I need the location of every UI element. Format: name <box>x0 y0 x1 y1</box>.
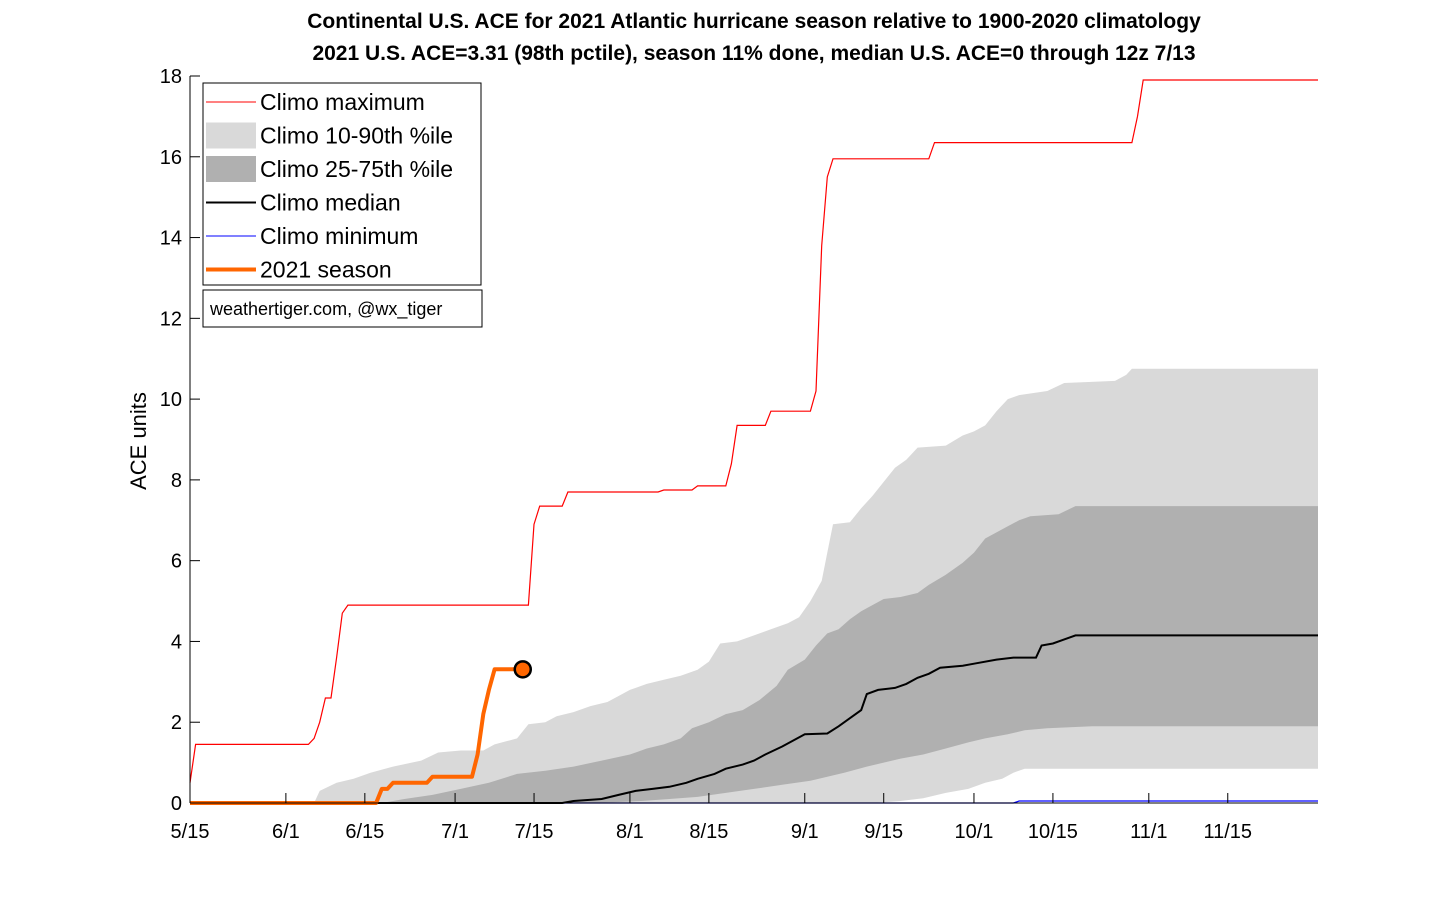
y-tick-label: 6 <box>171 551 182 573</box>
series-lines <box>189 79 1318 805</box>
axes: 0 2 4 6 8 10 12 14 16 18 5/15 6/1 6/15 7/1 7/15 8/1 8/15… <box>160 66 1318 843</box>
band-25-75 <box>190 506 1318 803</box>
credit-box-frame <box>202 289 483 328</box>
legend-label: Climo minimum <box>260 223 418 249</box>
x-tick-label: 11/15 <box>1203 821 1252 843</box>
x-tick-label: 7/15 <box>515 821 554 843</box>
y-tick-label: 10 <box>160 389 182 411</box>
season-2021-line <box>190 667 523 805</box>
chart-title: Continental U.S. ACE for 2021 Atlantic h… <box>307 10 1201 33</box>
legend-box <box>202 82 482 286</box>
y-tick-label: 14 <box>160 228 182 250</box>
x-tick-label: 6/15 <box>345 821 384 843</box>
credit-text: weathertiger.com, @wx_tiger <box>209 299 442 320</box>
x-tick-label: 10/1 <box>954 821 993 843</box>
y-tick-label: 12 <box>160 308 182 330</box>
x-tick-label: 9/15 <box>864 821 903 843</box>
legend: Climo maximum Climo 10-90th %ile Climo 25-… <box>202 82 482 286</box>
credit-box: weathertiger.com, @wx_tiger <box>202 289 483 328</box>
y-tick-label: 2 <box>171 712 182 734</box>
x-tick-label: 6/1 <box>272 821 300 843</box>
x-tick-label: 11/1 <box>1130 821 1167 843</box>
legend-label: Climo 25-75th %ile <box>260 156 453 182</box>
legend-label: Climo maximum <box>260 89 425 115</box>
y-tick-label: 4 <box>171 631 182 653</box>
band-25-75-area <box>190 506 1318 803</box>
legend-label: 2021 season <box>260 257 392 283</box>
y-tick-label: 0 <box>171 793 182 815</box>
legend-label: Climo median <box>260 190 401 216</box>
x-tick-label: 10/15 <box>1028 821 1078 843</box>
x-tick-label: 8/15 <box>689 821 728 843</box>
y-tick-label: 8 <box>171 470 182 492</box>
climo-median-line <box>190 634 1318 804</box>
plot-area <box>189 79 1318 805</box>
y-axis-label: ACE units <box>126 392 151 490</box>
chart-subtitle: 2021 U.S. ACE=3.31 (98th pctile), season… <box>312 42 1195 65</box>
legend-swatch <box>206 122 256 149</box>
legend-label: Climo 10-90th %ile <box>260 123 453 149</box>
x-tick-label: 7/1 <box>441 821 469 843</box>
x-tick-label: 9/1 <box>791 821 819 843</box>
y-tick-label: 18 <box>160 66 182 88</box>
climo-maximum-line <box>189 79 1318 783</box>
x-tick-label: 8/1 <box>616 821 644 843</box>
y-tick-label: 16 <box>160 147 182 169</box>
legend-swatch <box>206 156 256 182</box>
current-point-marker <box>513 660 533 679</box>
x-tick-label: 5/15 <box>171 821 210 843</box>
